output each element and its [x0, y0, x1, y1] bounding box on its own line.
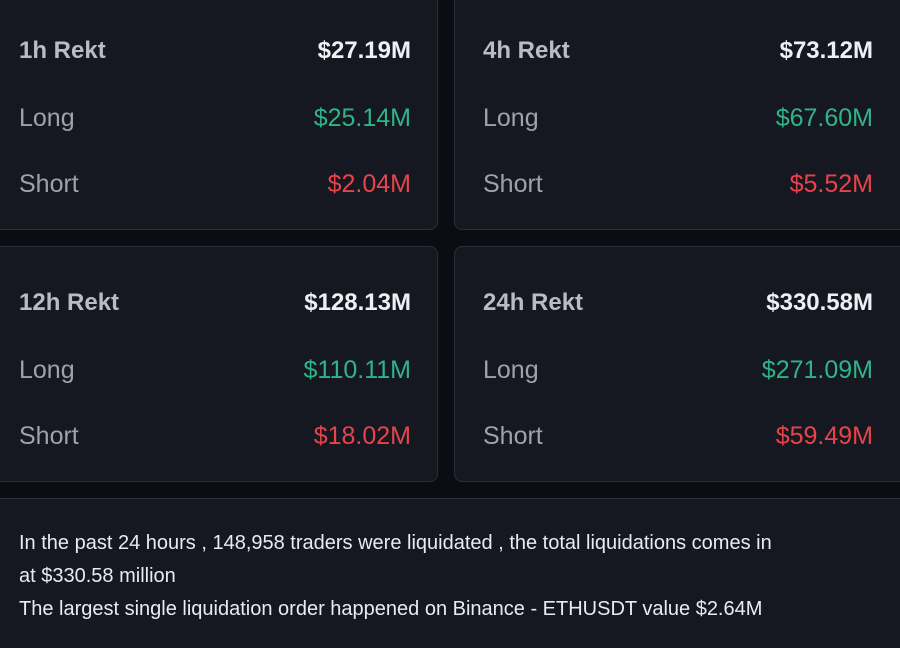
- card-title: 4h Rekt: [483, 37, 570, 64]
- short-label: Short: [19, 169, 79, 198]
- summary-line-3: The largest single liquidation order hap…: [19, 598, 763, 620]
- short-label: Short: [483, 421, 543, 450]
- summary-line-2: at $330.58 million: [19, 565, 176, 587]
- card-12h-rekt: 12h Rekt $128.13M Long $110.11M Short $1…: [0, 246, 438, 482]
- short-value: $2.04M: [327, 169, 411, 198]
- short-value: $59.49M: [775, 421, 873, 450]
- total-value: $27.19M: [317, 37, 411, 64]
- short-value: $18.02M: [313, 421, 411, 450]
- long-value: $110.11M: [303, 355, 411, 384]
- long-label: Long: [19, 355, 75, 384]
- card-1h-rekt: 1h Rekt $27.19M Long $25.14M Short $2.04…: [0, 0, 438, 230]
- card-4h-rekt: 4h Rekt $73.12M Long $67.60M Short $5.52…: [454, 0, 900, 230]
- summary-text: In the past 24 hours , 148,958 traders w…: [19, 527, 889, 626]
- long-value: $25.14M: [313, 103, 411, 132]
- total-value: $128.13M: [304, 289, 411, 316]
- card-24h-rekt: 24h Rekt $330.58M Long $271.09M Short $5…: [454, 246, 900, 482]
- card-title: 1h Rekt: [19, 37, 106, 64]
- total-value: $73.12M: [779, 37, 873, 64]
- long-value: $271.09M: [761, 355, 873, 384]
- liquidation-summary-card: In the past 24 hours , 148,958 traders w…: [0, 498, 900, 648]
- long-label: Long: [19, 103, 75, 132]
- summary-line-1: In the past 24 hours , 148,958 traders w…: [19, 532, 772, 554]
- long-value: $67.60M: [775, 103, 873, 132]
- long-label: Long: [483, 103, 539, 132]
- short-label: Short: [483, 169, 543, 198]
- long-label: Long: [483, 355, 539, 384]
- total-value: $330.58M: [766, 289, 873, 316]
- card-title: 24h Rekt: [483, 289, 584, 316]
- short-label: Short: [19, 421, 79, 450]
- short-value: $5.52M: [789, 169, 873, 198]
- card-title: 12h Rekt: [19, 289, 120, 316]
